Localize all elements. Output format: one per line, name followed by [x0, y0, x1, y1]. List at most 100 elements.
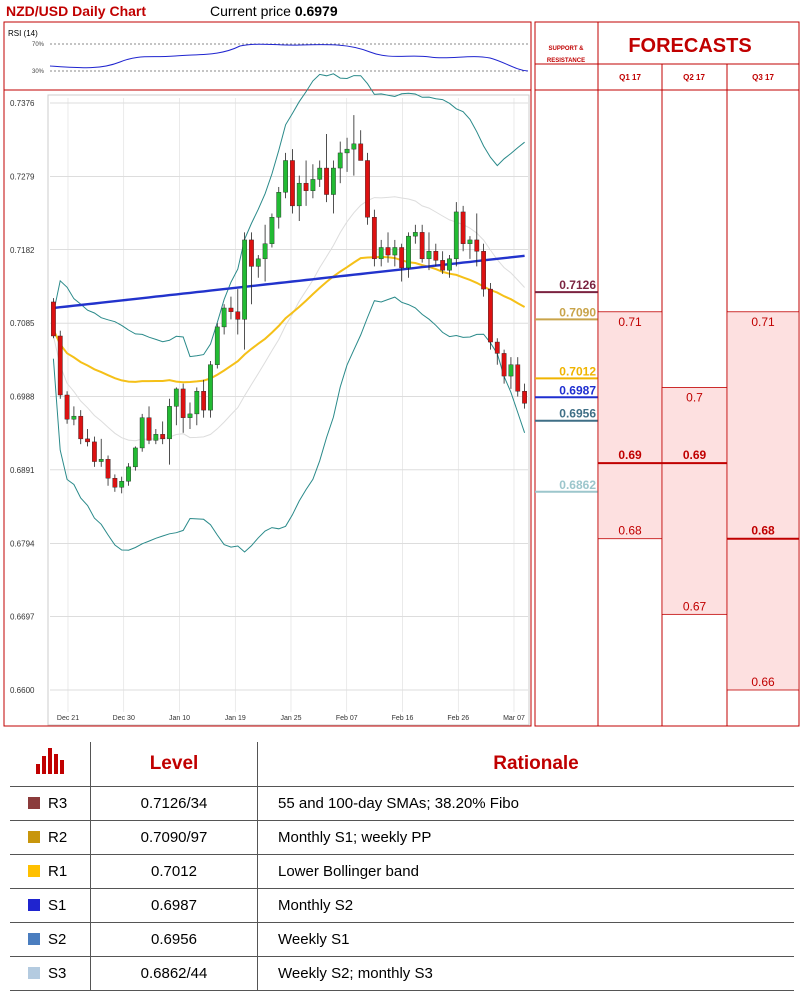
candle-body: [167, 406, 172, 440]
level-name: S3: [48, 965, 67, 982]
candle-body: [51, 301, 56, 337]
level-swatch: [28, 865, 40, 877]
level-name: S2: [48, 931, 67, 948]
sr-label-1: SUPPORT &: [548, 46, 584, 52]
x-tick-label: Jan 10: [169, 715, 190, 722]
forecast-low-label: 0.66: [751, 675, 775, 689]
level-rationale: Monthly S1; weekly PP: [257, 820, 794, 855]
candle-body: [160, 434, 166, 440]
plot-area: [47, 94, 530, 726]
level-swatch: [28, 797, 40, 809]
candle-body: [249, 239, 254, 267]
level-name: R3: [48, 795, 68, 812]
candle-body: [92, 441, 97, 462]
sr-level-label: 0.6862: [559, 478, 596, 492]
forecast-high-label: 0.71: [618, 315, 642, 329]
table-row: R1 0.7012 Lower Bollinger band: [10, 854, 794, 889]
bollinger-middle-line: [52, 196, 525, 442]
sr-level-label: 0.7012: [559, 364, 596, 378]
candle-body: [119, 481, 125, 488]
candle-body: [494, 341, 500, 354]
x-tick-label: Jan 19: [225, 715, 246, 722]
y-tick-label: 0.6891: [10, 466, 35, 475]
candle-body: [187, 413, 193, 418]
x-tick-label: Mar 07: [503, 715, 525, 722]
candle-body: [474, 239, 480, 252]
candle-body: [146, 417, 152, 441]
rsi-label: RSI (14): [8, 29, 38, 38]
candle-body: [344, 148, 350, 154]
candle-body: [78, 415, 84, 440]
x-tick-label: Dec 30: [113, 715, 135, 722]
candle-body: [460, 211, 466, 244]
candle-body: [112, 477, 118, 488]
bollinger-lower-line: [52, 296, 526, 553]
candle-body: [242, 239, 247, 320]
table-row: R3 0.7126/34 55 and 100-day SMAs; 38.20% F…: [10, 786, 794, 821]
candle-body: [317, 167, 323, 180]
sr-label-2: RESISTANCE: [547, 58, 585, 64]
forecast-low-label: 0.67: [683, 599, 707, 613]
candle-body: [98, 459, 104, 462]
support-resistance-lines: 0.7126 0.7090 0.7012 0.6987 0.6956 0.6862: [535, 278, 598, 493]
level-swatch: [28, 831, 40, 843]
candle-body: [419, 232, 425, 260]
y-tick-label: 0.7182: [10, 246, 35, 255]
level-rationale: Lower Bollinger band: [257, 854, 794, 889]
candle-body: [515, 364, 521, 392]
level-swatch: [28, 899, 40, 911]
candle-body: [57, 335, 63, 396]
level-name: R1: [48, 863, 68, 880]
chart-title: NZD/USD Daily Chart: [6, 3, 147, 19]
forecast-bands: 0.71 0.69 0.68 0.7 0.69 0.67 0.71 0.68 0.66: [597, 311, 800, 691]
candle-body: [310, 179, 316, 191]
level-value: 0.7090/97: [90, 820, 258, 855]
candle-body: [132, 447, 138, 468]
candle-body: [488, 288, 493, 343]
candle-body: [276, 192, 282, 218]
x-tick-label: Jan 25: [280, 715, 301, 722]
table-row: R2 0.7090/97 Monthly S1; weekly PP: [10, 820, 794, 855]
level-name-cell: R3: [10, 786, 91, 821]
sr-level-label: 0.6956: [559, 407, 596, 421]
candle-body: [71, 415, 77, 420]
candle-body: [399, 247, 405, 269]
candle-body: [433, 251, 439, 261]
candle-body: [201, 391, 207, 411]
candle-body: [126, 466, 131, 482]
forecast-band: [661, 387, 728, 615]
candle-body: [337, 152, 343, 169]
level-name-cell: S3: [10, 956, 91, 991]
candle-body: [194, 391, 200, 415]
candle-body: [180, 388, 186, 418]
forecast-mid-label: 0.69: [683, 448, 707, 462]
candle-body: [290, 160, 295, 207]
y-tick-label: 0.7279: [10, 172, 35, 181]
level-name-cell: S1: [10, 888, 91, 923]
forecast-mid-label: 0.68: [751, 524, 775, 538]
candle-body: [426, 251, 432, 260]
candle-body: [508, 364, 514, 377]
level-value: 0.6987: [90, 888, 258, 923]
candle-body: [365, 160, 370, 218]
candle-body: [228, 307, 234, 312]
candle-body: [331, 167, 336, 195]
candle-body: [269, 217, 275, 244]
x-tick-label: Feb 26: [447, 715, 469, 722]
level-swatch: [28, 933, 40, 945]
rsi-30-label: 30%: [32, 69, 45, 75]
candle-body: [153, 434, 159, 441]
level-name-cell: S2: [10, 922, 91, 957]
candle-body: [173, 388, 179, 407]
levels-table: Level Rationale R3 0.7126/34 55 and 100-da…: [10, 742, 794, 991]
candles: [51, 115, 527, 494]
table-row: S2 0.6956 Weekly S1: [10, 922, 794, 957]
price-chart: RSI (14) 70% 30% SUPPORT & RESISTANCE FO…: [3, 21, 800, 727]
y-tick-label: 0.6988: [10, 393, 35, 402]
level-rationale: Weekly S2; monthly S3: [257, 956, 794, 991]
rationale-header: Rationale: [257, 742, 794, 787]
candle-body: [262, 243, 268, 260]
level-value: 0.7012: [90, 854, 258, 889]
candle-body: [235, 311, 241, 320]
level-name: R2: [48, 829, 68, 846]
